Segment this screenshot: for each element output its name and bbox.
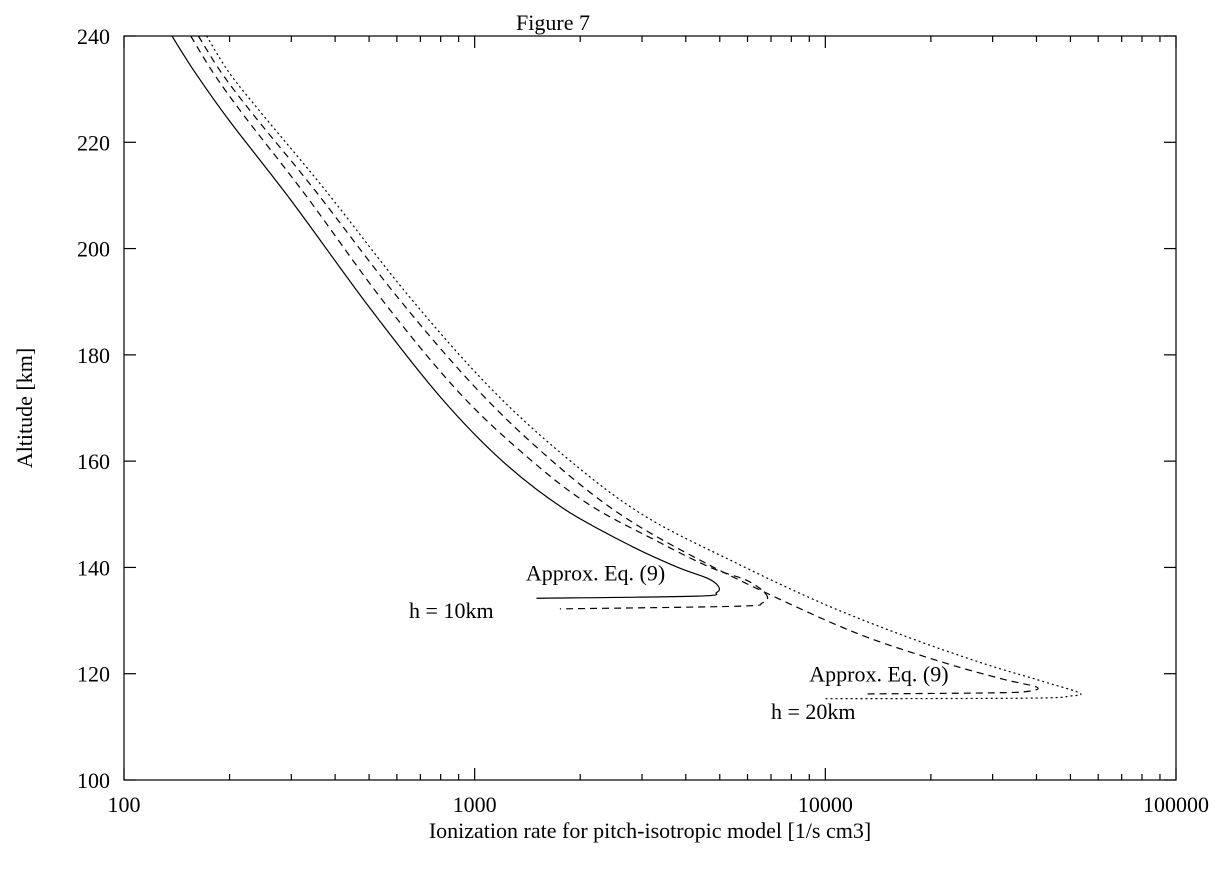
x-axis-title: Ionization rate for pitch-isotropic mode…: [429, 818, 871, 843]
chart-title: Figure 7: [516, 10, 590, 35]
x-tick-label: 100000: [1143, 792, 1209, 817]
annotation-label: h = 10km: [409, 598, 494, 623]
y-tick-label: 220: [77, 130, 110, 155]
y-tick-label: 160: [77, 449, 110, 474]
x-tick-label: 100: [108, 792, 141, 817]
y-tick-label: 180: [77, 343, 110, 368]
series-line-4-dotted: [206, 35, 1082, 700]
annotation-label: h = 20km: [771, 699, 856, 724]
y-tick-label: 200: [77, 237, 110, 262]
y-tick-label: 240: [77, 24, 110, 49]
series-line-2-dashed: [190, 35, 769, 610]
series-line-1-solid: [171, 35, 721, 599]
series-line-3-dashed: [197, 35, 1039, 695]
y-tick-label: 140: [77, 555, 110, 580]
x-tick-label: 1000: [453, 792, 497, 817]
y-tick-label: 100: [77, 768, 110, 793]
y-axis-title: Altitude [km]: [12, 348, 37, 468]
plot-frame: [123, 35, 1177, 781]
annotation-label: Approx. Eq. (9): [526, 561, 665, 586]
annotation-label: Approx. Eq. (9): [809, 662, 948, 687]
y-tick-label: 120: [77, 662, 110, 687]
x-tick-label: 10000: [798, 792, 853, 817]
